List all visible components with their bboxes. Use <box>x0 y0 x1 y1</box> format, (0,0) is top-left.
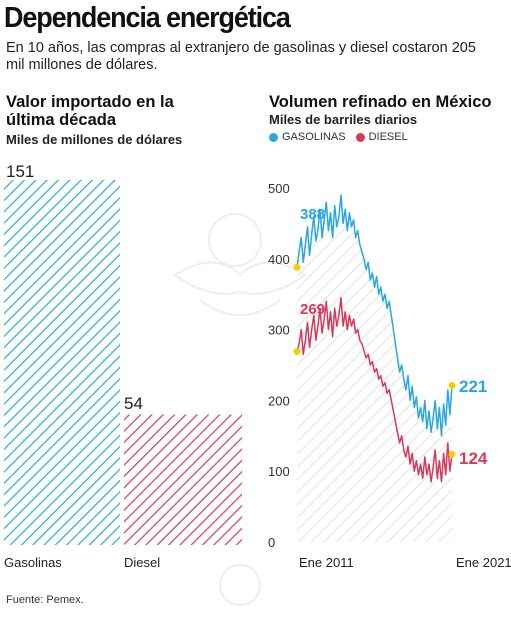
bar-gasolinas <box>4 180 120 545</box>
bar-diesel <box>124 414 242 545</box>
legend-item-gasolinas: GASOLINAS <box>269 131 346 143</box>
bar-value-label-diesel: 54 <box>124 394 143 413</box>
bar-category-label-diesel: Diesel <box>124 555 160 570</box>
end-label-diesel: 124 <box>459 449 488 468</box>
marker-gas-start <box>293 263 301 271</box>
end-label-gasolinas: 221 <box>459 377 487 396</box>
bar-value-label-gasolinas: 151 <box>6 162 34 181</box>
marker-gas-end <box>448 382 456 390</box>
start-label-gasolinas: 388 <box>300 206 325 223</box>
left-bar-chart: 151 54 Gasolinas Diesel <box>4 162 242 570</box>
y-tick-label: 500 <box>268 181 290 196</box>
page-subtitle: En 10 años, las compras al extranjero de… <box>6 40 476 73</box>
watermark-seal-icon <box>173 213 307 606</box>
marker-die-start <box>293 348 301 356</box>
right-chart-heading: Volumen refinado en México <box>269 93 492 111</box>
series-line-gasolinas <box>296 194 453 437</box>
y-tick-label: 100 <box>268 464 290 479</box>
y-tick-label: 200 <box>268 393 290 408</box>
legend-label-gasolinas: GASOLINAS <box>282 131 346 143</box>
legend-label-diesel: DIESEL <box>368 131 408 143</box>
legend-item-diesel: DIESEL <box>355 131 408 143</box>
y-tick-label: 400 <box>268 252 290 267</box>
legend-dot-diesel <box>355 132 365 142</box>
y-tick-label: 300 <box>268 323 290 338</box>
bar-category-label-gasolinas: Gasolinas <box>4 555 62 570</box>
chart-legend: GASOLINAS DIESEL <box>269 131 408 143</box>
marker-die-end <box>448 450 456 458</box>
page-title: Dependencia energética <box>4 2 291 34</box>
source-note: Fuente: Pemex. <box>6 594 84 606</box>
series-line-diesel <box>296 296 453 483</box>
right-chart-unit: Miles de barriles diarios <box>269 112 418 127</box>
end-markers <box>293 263 456 458</box>
y-axis: 0 100 200 300 400 500 <box>268 181 290 550</box>
right-line-chart: 0 100 200 300 400 500 388 269 221 124 Ene 201… <box>268 181 511 570</box>
x-tick-label-start: Ene 2011 <box>299 555 354 570</box>
y-tick-label: 0 <box>268 535 275 550</box>
start-label-diesel: 269 <box>300 301 325 318</box>
left-chart-unit: Miles de millones de dólares <box>6 132 183 147</box>
x-tick-label-end: Ene 2021 <box>456 555 511 570</box>
left-chart-heading: Valor importado en la última década <box>6 93 174 129</box>
legend-dot-gasolinas <box>269 132 278 142</box>
